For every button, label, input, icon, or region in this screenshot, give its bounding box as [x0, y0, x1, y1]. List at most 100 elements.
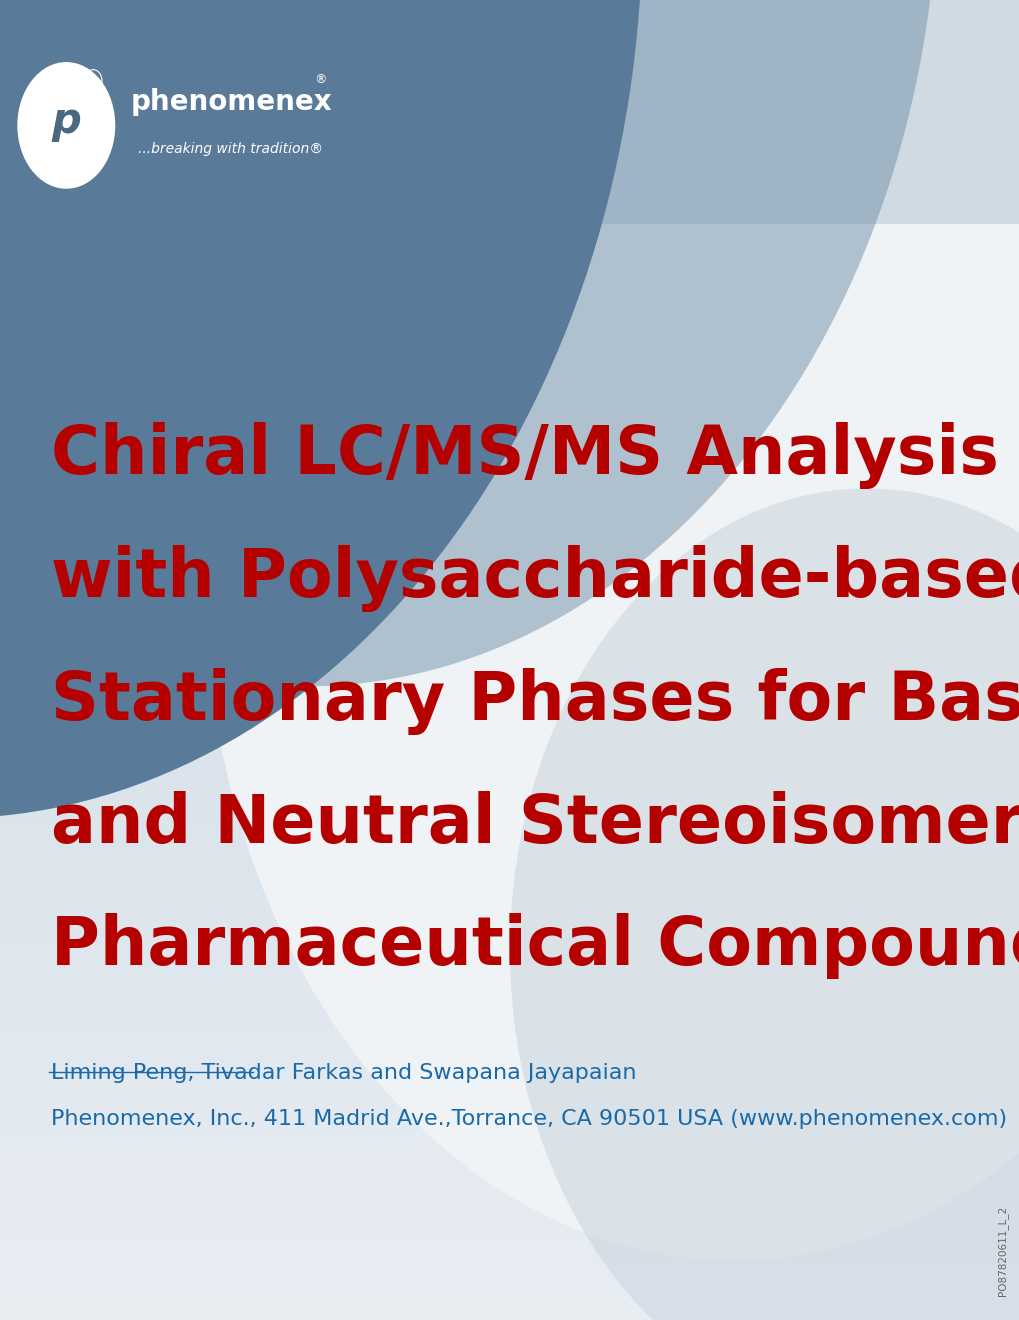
Bar	[0, 66, 1019, 69]
Bar	[0, 597, 1019, 601]
Bar	[0, 88, 1019, 92]
Bar	[0, 277, 1019, 281]
Bar	[0, 768, 1019, 772]
Text: PO87820611_L_2: PO87820611_L_2	[997, 1206, 1007, 1296]
Bar	[0, 1040, 1019, 1043]
Bar	[0, 1241, 1019, 1243]
Bar	[0, 1082, 1019, 1085]
Bar	[0, 1036, 1019, 1040]
Bar	[0, 1300, 1019, 1304]
Bar	[0, 950, 1019, 953]
Bar	[0, 937, 1019, 940]
Bar	[0, 653, 1019, 657]
Bar	[0, 194, 1019, 198]
Bar	[0, 314, 1019, 317]
Bar	[0, 966, 1019, 970]
Bar	[0, 502, 1019, 504]
Bar	[0, 9, 1019, 13]
Bar	[0, 1168, 1019, 1172]
Bar	[0, 290, 1019, 294]
Text: Chiral LC/MS/MS Analysis: Chiral LC/MS/MS Analysis	[51, 422, 998, 490]
Bar	[0, 103, 1019, 106]
Bar	[0, 1080, 1019, 1082]
Bar	[0, 565, 1019, 568]
Bar	[0, 207, 1019, 211]
Bar	[0, 842, 1019, 845]
Bar	[0, 475, 1019, 479]
Bar	[0, 429, 1019, 433]
Bar	[0, 352, 1019, 356]
Bar	[0, 403, 1019, 407]
Bar	[0, 838, 1019, 842]
Bar	[0, 238, 1019, 242]
Bar	[0, 310, 1019, 314]
Bar	[0, 805, 1019, 808]
Bar	[0, 1059, 1019, 1063]
Bar	[0, 849, 1019, 851]
Bar	[0, 1032, 1019, 1036]
Bar	[0, 829, 1019, 832]
Bar	[0, 742, 1019, 746]
Bar	[0, 739, 1019, 742]
Bar	[0, 1016, 1019, 1019]
Bar	[0, 240, 1019, 244]
Bar	[0, 1214, 1019, 1217]
Bar	[0, 818, 1019, 821]
Bar	[0, 521, 1019, 524]
Bar	[0, 657, 1019, 660]
Bar	[0, 433, 1019, 436]
Bar	[0, 898, 1019, 900]
Bar	[0, 554, 1019, 557]
Bar	[0, 1010, 1019, 1014]
Bar	[0, 1030, 1019, 1032]
Bar	[0, 40, 1019, 42]
Bar	[0, 416, 1019, 420]
Bar	[0, 356, 1019, 359]
Bar	[0, 1135, 1019, 1138]
Bar	[0, 865, 1019, 869]
Bar	[0, 667, 1019, 671]
Bar	[0, 508, 1019, 511]
Bar	[0, 1089, 1019, 1093]
Bar	[0, 1247, 1019, 1251]
Bar	[0, 455, 1019, 459]
Bar	[0, 1274, 1019, 1278]
Bar	[0, 498, 1019, 502]
Bar	[0, 964, 1019, 966]
Bar	[0, 737, 1019, 739]
Bar	[0, 944, 1019, 948]
Bar	[0, 1138, 1019, 1142]
Bar	[0, 671, 1019, 673]
Bar	[0, 436, 1019, 438]
Bar	[0, 495, 1019, 498]
Bar	[0, 795, 1019, 799]
Bar	[0, 201, 1019, 205]
Bar	[0, 471, 1019, 475]
Bar	[0, 486, 1019, 488]
Bar	[0, 776, 1019, 779]
Bar	[0, 1109, 1019, 1111]
Bar	[0, 79, 1019, 82]
Bar	[0, 1003, 1019, 1006]
Bar	[0, 449, 1019, 451]
Bar	[0, 363, 1019, 366]
Bar	[0, 275, 1019, 277]
Bar	[0, 156, 1019, 158]
Bar	[0, 149, 1019, 152]
Bar	[0, 16, 1019, 20]
Bar	[0, 1085, 1019, 1089]
Bar	[0, 825, 1019, 829]
Bar	[0, 172, 1019, 174]
Bar	[0, 1313, 1019, 1317]
Bar	[0, 370, 1019, 372]
Bar	[0, 957, 1019, 961]
Bar	[0, 1234, 1019, 1238]
Bar	[0, 557, 1019, 561]
Bar	[0, 961, 1019, 964]
Bar	[0, 644, 1019, 647]
Bar	[0, 227, 1019, 231]
Bar	[0, 442, 1019, 446]
Bar	[0, 544, 1019, 548]
Bar	[0, 607, 1019, 610]
Bar	[0, 1307, 1019, 1309]
